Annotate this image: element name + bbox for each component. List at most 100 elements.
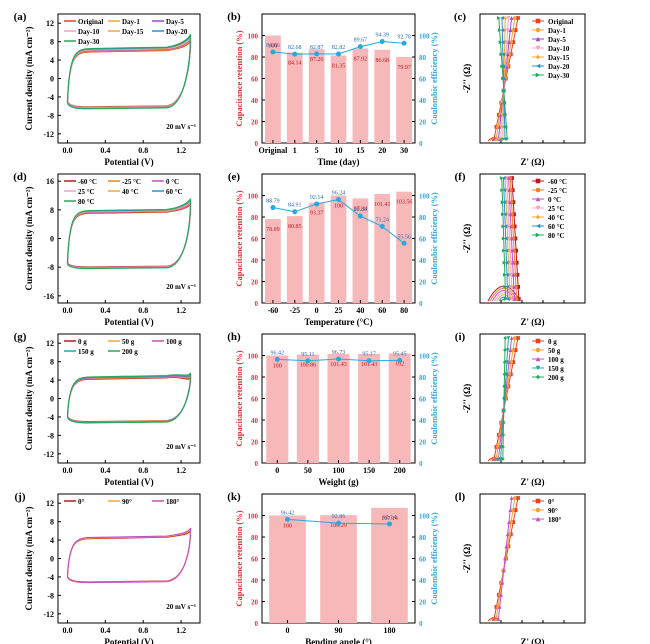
efficiency-point — [285, 516, 290, 522]
eis-point — [505, 28, 510, 32]
y-tick-label: -4 — [47, 93, 54, 102]
x-tick-label: 1 — [293, 146, 297, 155]
eis-point — [509, 236, 514, 241]
y-tick-label-left: 80 — [251, 54, 259, 62]
y-axis-label-right: Coulombic efficiency (%) — [429, 352, 439, 445]
y-tick-label-left: 60 — [251, 556, 259, 564]
legend-label: Day-20 — [166, 28, 188, 36]
legend-label: 200 g — [122, 348, 138, 356]
scan-rate-note: 20 mV s⁻¹ — [166, 283, 196, 291]
efficiency-value-label: 92.14 — [383, 515, 397, 521]
efficiency-value-label: 82.68 — [288, 45, 302, 51]
efficiency-value-label: 96.24 — [332, 191, 346, 197]
x-tick-label: 15 — [356, 146, 364, 155]
eis-point — [510, 248, 514, 253]
legend-label: 0 °C — [166, 178, 179, 186]
x-axis-label: Z' (Ω) — [521, 317, 545, 327]
efficiency-point — [336, 197, 341, 203]
efficiency-value-label: 82.82 — [332, 45, 346, 51]
scan-rate-note: 20 mV s⁻¹ — [166, 603, 196, 611]
eis-point — [502, 272, 507, 277]
y-tick-label-left: 20 — [251, 439, 259, 447]
legend-label: 40 °C — [548, 214, 565, 222]
y-axis-label: Current density (mA cm⁻²) — [24, 506, 34, 610]
eis-point — [502, 100, 507, 105]
efficiency-value-label: 88.79 — [266, 199, 280, 205]
x-tick-label: 150 — [363, 466, 375, 475]
legend-label: 150 g — [548, 365, 564, 373]
eis-curve — [487, 497, 519, 622]
y-tick-label: 12 — [46, 19, 54, 28]
retention-bar — [308, 202, 325, 303]
eis-point — [512, 16, 517, 20]
y-tick-label: -4 — [47, 573, 54, 582]
y-tick-label-right: 100 — [419, 513, 430, 521]
retention-bar — [352, 48, 369, 143]
bar-panel: (h)1000100.8650101.43100101.431501022001… — [227, 331, 439, 487]
eis-point — [514, 260, 519, 265]
y-tick-label-left: 40 — [251, 97, 259, 105]
y-tick-label-left: 0 — [255, 140, 259, 148]
eis-point — [509, 496, 514, 500]
x-tick-label: 0.4 — [100, 466, 110, 475]
x-axis-label: Z' (Ω) — [521, 157, 545, 167]
x-tick-label: 0 — [275, 466, 279, 475]
eis-point — [505, 52, 510, 57]
eis-point — [502, 360, 507, 365]
bar-value-label: 100 — [283, 524, 292, 530]
y-axis-label: -Z'' (Ω) — [462, 544, 472, 573]
legend-label: 180° — [166, 498, 180, 506]
eis-point — [516, 285, 521, 289]
retention-bar — [320, 515, 357, 623]
y-tick-label: 0 — [50, 395, 54, 404]
legend-label: 100 g — [166, 338, 182, 346]
bar-panel: (k) 100 0 100.29 90 107.14 180 100 100 80 80 60 60 40… — [227, 491, 439, 644]
x-tick-label: 10 — [335, 146, 343, 155]
bar-value-label: 80.85 — [288, 224, 302, 230]
eis-point — [505, 137, 510, 141]
eis-point — [504, 125, 509, 129]
y-tick-label-left: 20 — [251, 279, 259, 287]
eis-point — [513, 348, 518, 352]
legend-label: 50 g — [122, 338, 135, 346]
legend-label: 80 °C — [78, 198, 95, 206]
y-tick-label-right: 40 — [419, 417, 427, 425]
y-tick-label: 4 — [50, 376, 54, 385]
x-tick-label: 60 — [378, 306, 386, 315]
y-tick-label: 0 — [50, 75, 54, 84]
efficiency-point — [387, 521, 392, 527]
legend-label: 60 °C — [548, 223, 565, 231]
legend-label: Day-1 — [122, 18, 140, 26]
eis-point — [505, 532, 510, 537]
y-tick-label: 4 — [50, 536, 54, 545]
eis-point — [500, 28, 505, 32]
eis-point — [497, 125, 502, 129]
eis-point — [497, 445, 502, 449]
y-tick-label-right: 40 — [419, 577, 427, 585]
efficiency-point — [336, 356, 341, 362]
y-tick-label-left: 40 — [251, 577, 259, 585]
x-tick-label: 0.8 — [138, 146, 148, 155]
x-axis-label: Potential (V) — [104, 477, 153, 487]
x-tick-label: 0.8 — [138, 306, 148, 315]
eis-point — [505, 297, 510, 301]
retention-bar — [265, 219, 281, 303]
legend-label: 25 °C — [78, 188, 95, 196]
legend-label: 80 °C — [548, 232, 565, 240]
efficiency-value-label: 89.67 — [354, 38, 368, 44]
eis-curve — [492, 497, 513, 622]
y-tick-label: 0 — [50, 235, 54, 244]
y-tick-label: 0 — [50, 555, 54, 564]
scan-rate-note: 20 mV s⁻¹ — [166, 123, 196, 131]
bar-value-label: 78.09 — [266, 227, 280, 233]
eis-point — [507, 200, 512, 205]
y-tick-label-left: 0 — [255, 620, 259, 628]
x-tick-label: 0.0 — [62, 306, 72, 315]
eis-point — [502, 260, 507, 265]
legend-label: Day-5 — [548, 36, 566, 44]
bar-value-label: 93.37 — [310, 211, 324, 217]
eis-point — [502, 396, 506, 401]
retention-bar — [352, 198, 369, 303]
x-tick-label: -60 — [268, 306, 279, 315]
efficiency-point — [305, 358, 311, 364]
